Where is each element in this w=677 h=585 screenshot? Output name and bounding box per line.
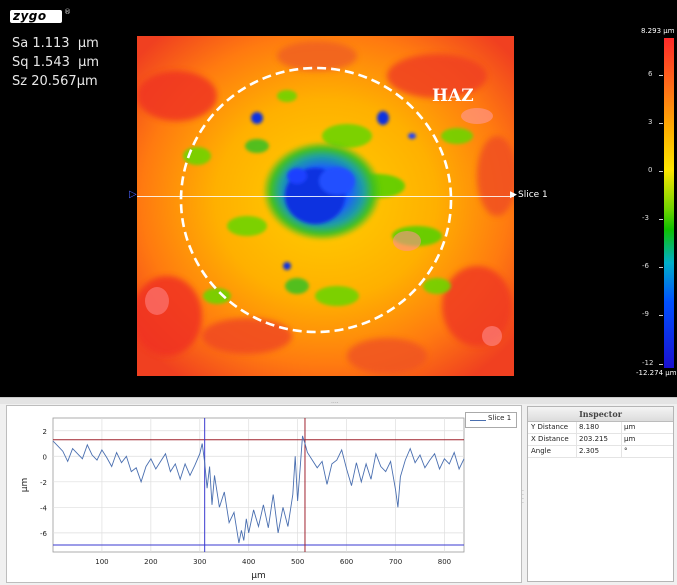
stat-sq: Sq 1.543 µm	[12, 55, 100, 70]
x-tick-label: 500	[291, 558, 304, 566]
legend-swatch	[470, 420, 486, 421]
color-scale-max: 8.293 µm	[641, 27, 675, 35]
splitter-grip-icon[interactable]: ....	[331, 398, 339, 405]
haz-boundary	[179, 66, 453, 334]
inspector-row-name: Angle	[531, 447, 551, 455]
y-tick-label: -2	[40, 479, 47, 487]
zygo-logo: zygo	[10, 9, 62, 23]
color-scale-tick-label: -9	[642, 310, 649, 319]
inspector-row: X Distance 203.215 µm	[528, 434, 673, 446]
color-scale-tick-label: 0	[648, 166, 653, 175]
profile-chart[interactable]: 2 0 -2 -4 -6 100 200 300 400 500 600 700 800 µm µm	[7, 406, 521, 582]
profile-series-line	[52, 435, 465, 544]
color-scale-tick-label: -6	[642, 262, 649, 271]
inspector-row: Angle 2.305 °	[528, 446, 673, 458]
plot-area	[52, 417, 465, 553]
y-tick-label: 0	[43, 453, 47, 461]
y-axis-label: µm	[20, 478, 30, 493]
inspector-row-unit: µm	[624, 435, 636, 443]
color-scale-tick	[659, 219, 663, 221]
registered-mark: ®	[64, 8, 71, 16]
inspector-row-name: Y Distance	[531, 423, 569, 431]
color-scale-tick	[659, 171, 663, 173]
color-scale-tick	[659, 363, 663, 365]
color-scale-min: -12.274 µm	[636, 369, 677, 377]
color-scale-tick	[659, 74, 663, 76]
inspector-row-value: 2.305	[579, 447, 600, 455]
stat-sz: Sz 20.567µm	[12, 74, 98, 89]
x-tick-label: 600	[340, 558, 353, 566]
inspector-row-value: 8.180	[579, 423, 600, 431]
x-tick-label: 800	[438, 558, 451, 566]
color-scale-tick-label: -12	[642, 358, 654, 367]
slice-start-handle-icon[interactable]: ▷	[129, 189, 137, 200]
color-scale-tick-label: 3	[648, 117, 653, 126]
height-map-image	[137, 36, 514, 376]
inspector-row-unit: °	[624, 447, 628, 455]
height-map[interactable]	[137, 36, 514, 376]
x-tick-label: 300	[193, 558, 206, 566]
x-tick-label: 200	[144, 558, 157, 566]
inspector-row-unit: µm	[624, 423, 636, 431]
y-tick-label: -4	[40, 504, 48, 512]
legend-label: Slice 1	[488, 414, 512, 422]
stat-sa: Sa 1.113 µm	[12, 36, 99, 51]
x-tick-label: 700	[389, 558, 402, 566]
x-tick-label: 400	[242, 558, 255, 566]
inspector-row: Y Distance 8.180 µm	[528, 422, 673, 434]
inspector-title: Inspector	[528, 407, 673, 422]
color-scale-tick	[659, 122, 663, 124]
color-scale-bar	[664, 38, 674, 368]
slice-end-handle-icon[interactable]: ▶	[510, 190, 517, 200]
vertical-splitter-grip-icon[interactable]: · · · ·	[522, 488, 524, 507]
haz-label: HAZ	[432, 86, 474, 106]
color-scale-tick-label: -3	[642, 214, 649, 223]
color-scale-tick	[659, 267, 663, 269]
inspector-panel: Inspector Y Distance 8.180 µm X Distance…	[527, 406, 674, 582]
y-tick-label: 2	[43, 428, 47, 436]
slice-label: Slice 1	[518, 190, 548, 200]
profile-legend: Slice 1	[465, 412, 517, 428]
color-scale-tick-label: 6	[648, 69, 653, 78]
x-tick-label: 100	[95, 558, 108, 566]
x-axis-label: µm	[251, 571, 266, 581]
slice-line[interactable]	[137, 196, 514, 197]
panel-splitter[interactable]	[0, 397, 677, 404]
color-scale-tick	[659, 315, 663, 317]
y-tick-label: -6	[40, 530, 48, 538]
inspector-row-value: 203.215	[579, 435, 608, 443]
profile-plot-panel: 2 0 -2 -4 -6 100 200 300 400 500 600 700 800 µm µm Sli…	[6, 405, 522, 583]
inspector-row-name: X Distance	[531, 435, 569, 443]
